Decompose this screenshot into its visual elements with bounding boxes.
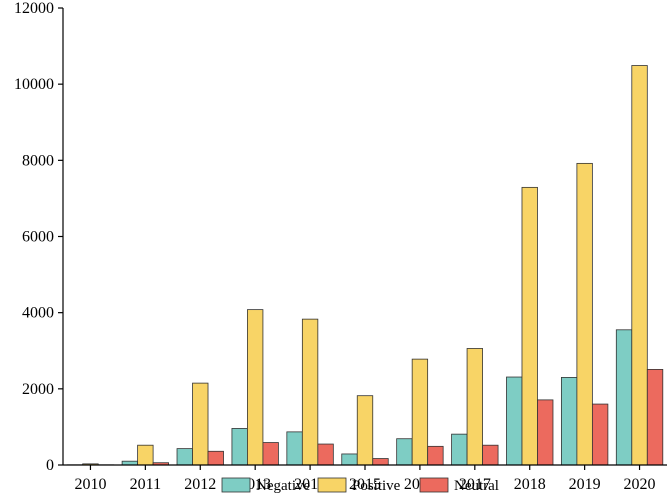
bar-neutral-2015	[372, 458, 389, 466]
y-tick-label-6000: 6000	[22, 229, 54, 246]
y-tick-label-12000: 12000	[14, 0, 54, 17]
bar-positive-2013	[247, 309, 264, 466]
legend: Negative Positive Neutral	[221, 477, 499, 494]
bar-negative-2014	[286, 431, 303, 466]
bar-negative-2012	[176, 448, 193, 466]
legend-label-negative: Negative	[256, 478, 310, 494]
y-tick-label-4000: 4000	[22, 305, 54, 322]
bar-neutral-2019	[591, 403, 609, 466]
bar-neutral-2013	[262, 442, 279, 466]
bar-negative-2017	[451, 433, 468, 466]
bar-negative-2013	[231, 428, 248, 466]
legend-label-positive: Positive	[352, 478, 401, 494]
x-tick-label-2010: 2010	[74, 476, 106, 493]
legend-swatch-neutral	[419, 477, 449, 493]
bar-neutral-2017	[482, 444, 499, 466]
bar-positive-2018	[521, 186, 538, 466]
x-tick-label-2017: 2017	[459, 476, 491, 493]
legend-label-neutral: Neutral	[454, 478, 499, 494]
bar-positive-2019	[576, 162, 593, 466]
x-tick-label-2018: 2018	[514, 476, 546, 493]
x-tick-label-2020: 2020	[624, 476, 656, 493]
bar-positive-2015	[356, 395, 374, 466]
bar-positive-2017	[466, 348, 483, 466]
bar-neutral-2014	[317, 443, 334, 466]
y-tick-label-0: 0	[46, 457, 54, 474]
bar-positive-2011	[137, 444, 154, 466]
bar-positive-2016	[411, 358, 429, 466]
y-tick-label-8000: 8000	[22, 152, 54, 169]
x-tick-label-2019: 2019	[569, 476, 601, 493]
bar-positive-2020	[631, 65, 648, 466]
bar-negative-2019	[560, 377, 578, 466]
bar-negative-2016	[396, 438, 413, 466]
bar-neutral-2018	[537, 399, 554, 466]
bar-neutral-2016	[427, 445, 444, 466]
bar-positive-2014	[301, 318, 319, 466]
bar-neutral-2012	[207, 450, 224, 466]
x-tick-label-2015: 2015	[349, 476, 381, 493]
bar-negative-2018	[506, 376, 523, 466]
bars-layer	[66, 65, 664, 466]
bar-negative-2020	[615, 329, 633, 466]
y-tick-label-2000: 2000	[22, 381, 54, 398]
x-tick-label-2011: 2011	[130, 476, 161, 493]
y-tick-label-10000: 10000	[14, 76, 54, 93]
legend-swatch-negative	[221, 477, 251, 493]
bar-positive-2012	[192, 382, 209, 466]
x-tick-label-2012: 2012	[184, 476, 216, 493]
bar-negative-2015	[341, 453, 358, 466]
legend-swatch-positive	[317, 477, 347, 493]
bar-neutral-2020	[646, 369, 664, 466]
